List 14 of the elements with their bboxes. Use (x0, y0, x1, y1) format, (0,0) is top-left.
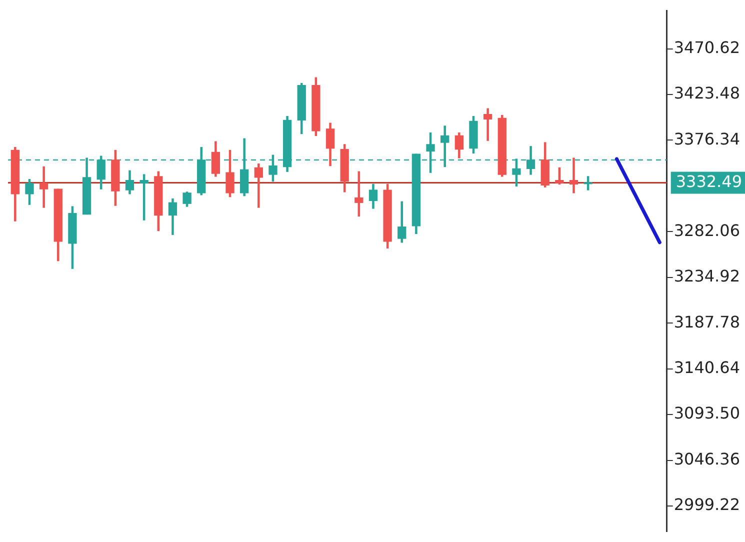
candlestick (39, 166, 48, 208)
y-tick-label: 3376.34 (674, 129, 740, 148)
y-tick-label: 3093.50 (674, 404, 740, 423)
ref-line-label: 3332.49 (676, 172, 742, 191)
y-tick-label: 3140.64 (674, 358, 740, 377)
y-tick-label: 3187.78 (674, 312, 740, 332)
y-tick-label: 3234.92 (674, 266, 740, 286)
y-tick-label: 3470.62 (674, 38, 740, 57)
candlestick (569, 158, 578, 194)
y-tick-label: 3423.48 (674, 84, 740, 103)
candlestick (483, 108, 492, 141)
y-tick-label: 3046.36 (674, 449, 740, 468)
y-tick-label: 3282.06 (674, 220, 740, 240)
y-tick-label: 2999.22 (674, 495, 740, 514)
